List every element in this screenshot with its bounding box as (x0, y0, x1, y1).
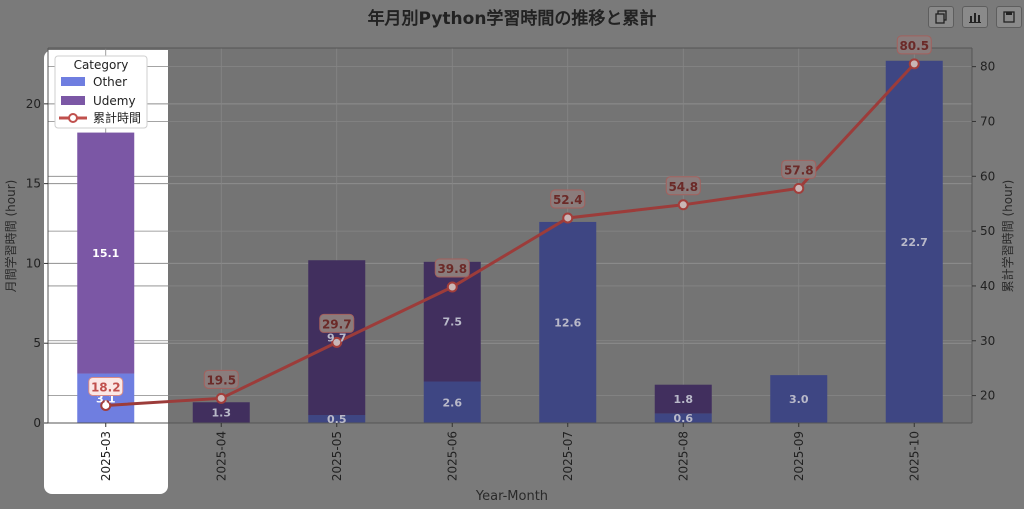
copy-icon (935, 10, 947, 24)
cumulative-label-box (203, 369, 239, 389)
y2-tick-label: 50 (980, 224, 995, 238)
cumulative-label: 29.7 (322, 317, 352, 331)
bar-udemy-2025-04 (192, 402, 250, 423)
x-tick-label: 2025-07 (561, 431, 575, 481)
x-tick-label: 2025-08 (676, 431, 690, 481)
bar-udemy-2025-03 (77, 132, 135, 374)
legend-label-udemy: Udemy (93, 94, 136, 108)
save-icon (1003, 11, 1015, 23)
chart-title: 年月別Python学習時間の推移と累計 (368, 8, 657, 29)
bar-other-2025-10 (885, 60, 943, 423)
y-tick-label: 0 (33, 416, 41, 430)
bar-label: 1.8 (674, 393, 694, 406)
bar-label: 0.6 (674, 412, 694, 425)
y2-tick-label: 60 (980, 169, 995, 183)
x-axis-label: Year-Month (475, 489, 548, 504)
save-button[interactable] (996, 6, 1022, 28)
cumulative-point (331, 336, 343, 348)
bar-other-2025-08 (654, 413, 712, 423)
x-tick-label: 2025-10 (907, 431, 921, 481)
cumulative-line (105, 62, 916, 407)
y2-tick-label: 30 (980, 334, 995, 348)
cumulative-point (908, 58, 920, 70)
y-axis-label-right: 累計学習時間 (hour) (1000, 180, 1015, 293)
cumulative-label: 19.5 (206, 373, 236, 387)
cumulative-label-box (434, 258, 470, 278)
x-tick-label: 2025-04 (214, 431, 228, 481)
bar-other-2025-07 (539, 221, 597, 423)
cumulative-label-box (665, 176, 701, 196)
y2-tick-label: 20 (980, 389, 995, 403)
cumulative-label-box (781, 159, 817, 179)
cumulative-label: 57.8 (784, 163, 814, 177)
cumulative-label-box (896, 35, 932, 55)
bar-label: 12.6 (554, 316, 581, 329)
cumulative-point (215, 392, 227, 404)
legend-swatch-other (61, 77, 85, 86)
cumulative-point (793, 182, 805, 194)
bar-label: 1.3 (212, 407, 232, 420)
bar-label: 9.7 (327, 332, 347, 345)
legend-marker-cumulative (68, 113, 78, 123)
plot-area (48, 48, 972, 423)
cumulative-label: 54.8 (668, 180, 698, 194)
legend-title: Category (74, 58, 129, 72)
bar-other-2025-05 (308, 415, 366, 423)
cumulative-point (677, 199, 689, 211)
x-tick-label: 2025-09 (792, 431, 806, 481)
bar-label: 22.7 (901, 236, 928, 249)
legend: Category Other Udemy 累計時間 (54, 55, 148, 129)
cumulative-point (100, 399, 112, 411)
cumulative-label: 39.8 (437, 262, 467, 276)
bar-udemy-2025-08 (654, 384, 712, 414)
cumulative-label: 18.2 (91, 380, 121, 394)
cumulative-point (446, 281, 458, 293)
bar-label: 7.5 (443, 316, 463, 329)
y2-tick-label: 40 (980, 279, 995, 293)
bar-other-2025-09 (770, 375, 828, 423)
y2-tick-label: 80 (980, 60, 995, 74)
bar-chart-icon (969, 13, 981, 23)
cumulative-point (562, 212, 574, 224)
x-tick-label: 2025-06 (445, 431, 459, 481)
cumulative-label-box (88, 376, 124, 396)
cumulative-label: 52.4 (553, 193, 583, 207)
cumulative-label: 80.5 (899, 39, 929, 53)
y-tick-label: 20 (26, 97, 41, 111)
cumulative-label-box (319, 313, 355, 333)
bar-label: 15.1 (92, 247, 119, 260)
bar-other-2025-06 (423, 381, 481, 423)
bar-label: 3.0 (789, 393, 809, 406)
bar-label: 0.5 (327, 413, 347, 426)
legend-label-cumulative: 累計時間 (93, 110, 141, 125)
cumulative-label-box (550, 189, 586, 209)
y-tick-label: 5 (33, 336, 41, 350)
y-tick-label: 10 (26, 256, 41, 270)
legend-label-other: Other (93, 75, 127, 89)
chart-type-button[interactable] (962, 6, 988, 28)
y2-tick-label: 70 (980, 114, 995, 128)
copy-button[interactable] (928, 6, 954, 28)
legend-swatch-udemy (61, 96, 85, 105)
x-tick-label: 2025-03 (99, 431, 113, 481)
x-tick-label: 2025-05 (330, 431, 344, 481)
y-tick-label: 15 (26, 177, 41, 191)
y-axis-label-left: 月間学習時間 (hour) (3, 180, 18, 293)
legend-box (54, 55, 148, 129)
bar-label: 2.6 (443, 396, 463, 409)
